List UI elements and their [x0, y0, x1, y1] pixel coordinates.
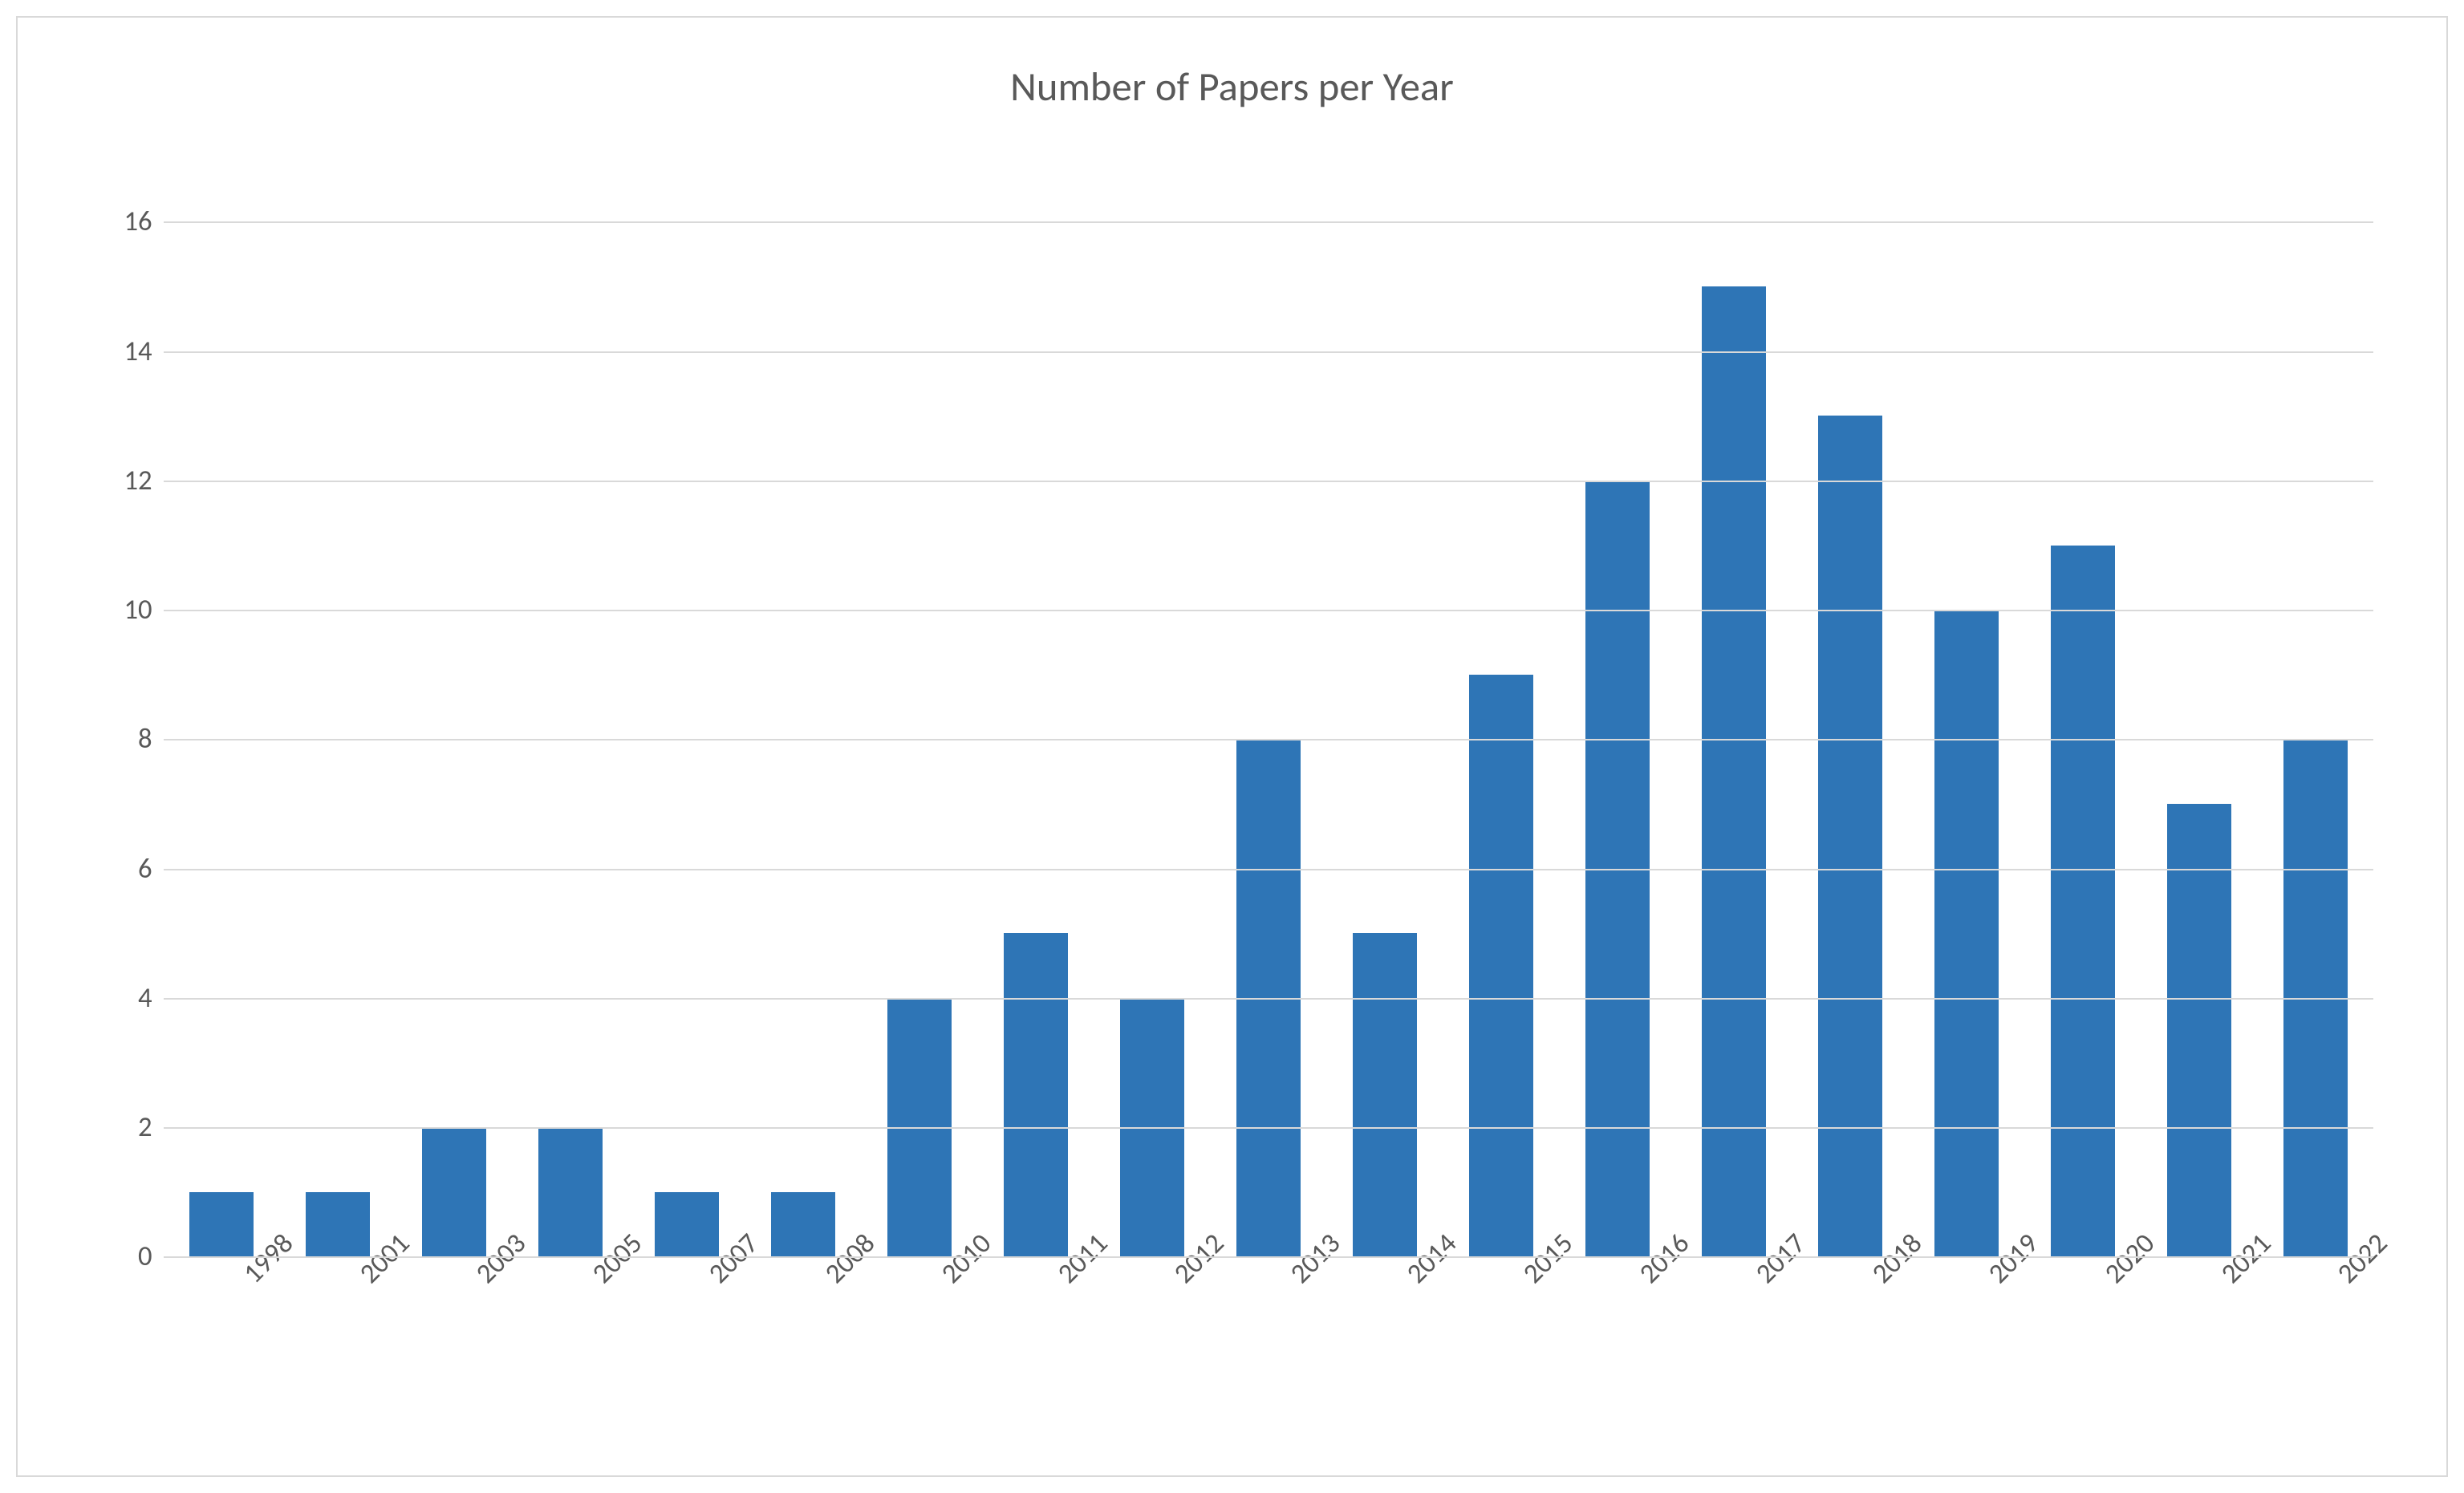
y-tick-label: 6 — [138, 852, 164, 886]
y-tick-label: 8 — [138, 722, 164, 756]
y-tick-label: 4 — [138, 981, 164, 1015]
bar — [1934, 610, 1999, 1256]
y-tick-label: 2 — [138, 1110, 164, 1144]
gridline — [164, 1256, 2374, 1258]
gridline — [164, 1127, 2374, 1129]
y-tick-label: 14 — [124, 335, 163, 368]
bar — [1353, 933, 1417, 1256]
bar — [1702, 286, 1766, 1256]
y-tick-label: 10 — [124, 593, 163, 627]
y-tick-label: 0 — [138, 1239, 164, 1273]
gridline — [164, 221, 2374, 223]
chart-title: Number of Papers per Year — [18, 62, 2446, 112]
gridline — [164, 998, 2374, 1000]
gridline — [164, 351, 2374, 353]
gridline — [164, 739, 2374, 740]
bar — [1469, 675, 1533, 1257]
bar — [2167, 804, 2231, 1256]
gridline — [164, 610, 2374, 611]
y-tick-label: 16 — [124, 205, 163, 238]
gridline — [164, 481, 2374, 482]
y-tick-label: 12 — [124, 464, 163, 497]
chart-container: Number of Papers per Year 19982001200320… — [0, 0, 2464, 1493]
gridline — [164, 869, 2374, 870]
bar — [2051, 546, 2115, 1257]
bar — [1004, 933, 1068, 1256]
bar — [1818, 416, 1882, 1256]
plot-area: 1998200120032005200720082010201120122013… — [164, 221, 2374, 1256]
chart-border: Number of Papers per Year 19982001200320… — [16, 16, 2448, 1477]
